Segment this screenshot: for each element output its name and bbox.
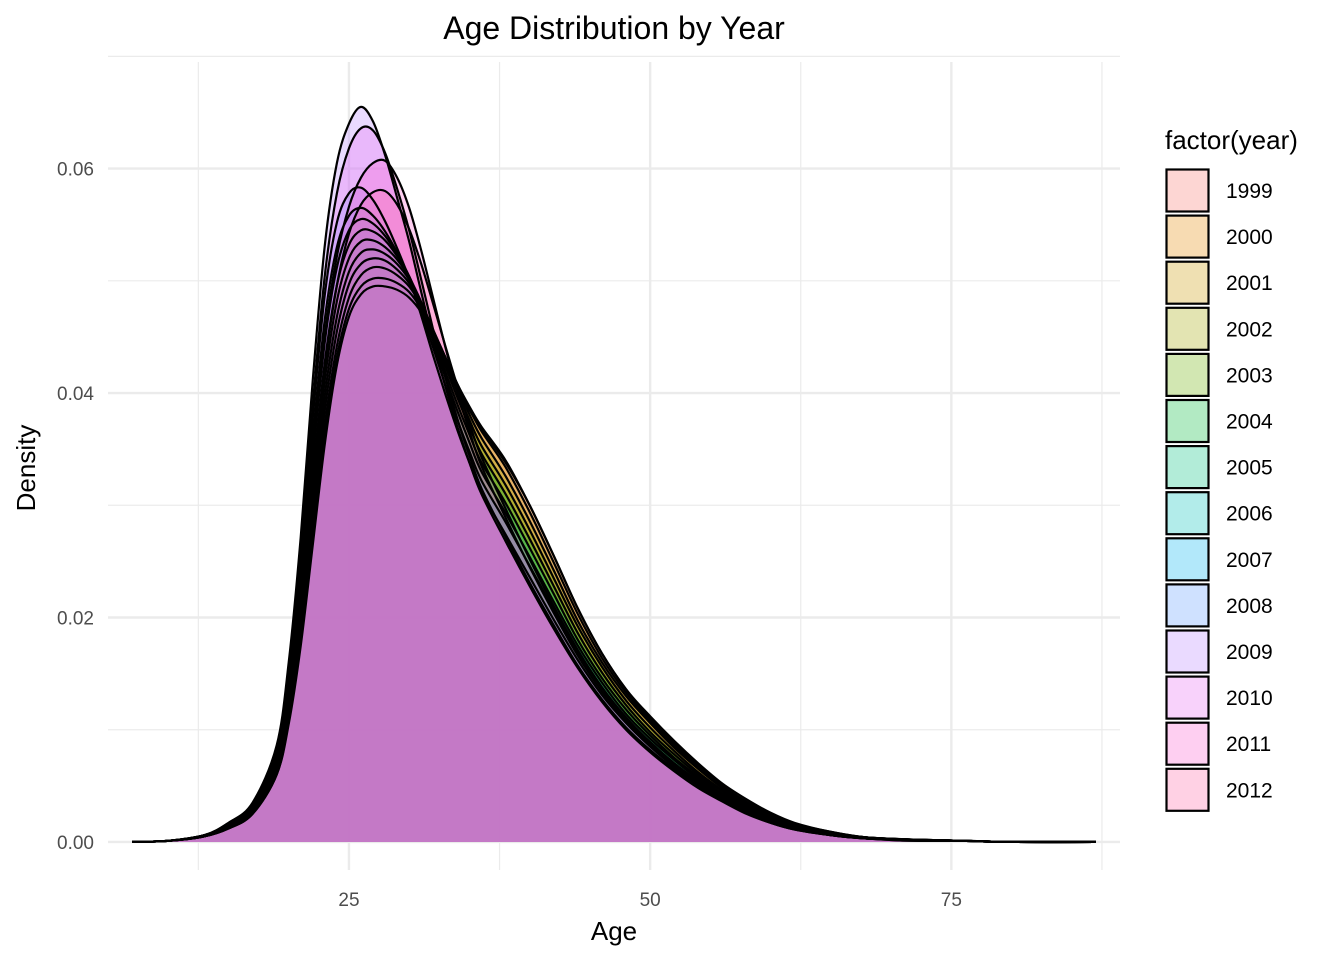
- legend-key-bg-2011: [1166, 722, 1209, 765]
- chart-title: Age Distribution by Year: [443, 10, 785, 46]
- legend-swatch-2001: [1165, 260, 1210, 305]
- density-area-2005: [132, 229, 1096, 843]
- density-area-1999: [132, 285, 1096, 843]
- legend-label-2012: 2012: [1226, 779, 1273, 802]
- x-axis-title: Age: [591, 916, 637, 946]
- legend-key-bg-2002: [1166, 307, 1209, 350]
- legend-key-bg-2012: [1166, 768, 1209, 811]
- legend-label-2000: 2000: [1226, 226, 1273, 249]
- legend-label-2006: 2006: [1226, 503, 1273, 526]
- legend-swatch-2005: [1165, 445, 1210, 490]
- legend-swatch-2003: [1165, 352, 1210, 397]
- legend-key-bg-2009: [1166, 630, 1209, 673]
- legend-key-bg-2001: [1166, 261, 1209, 304]
- density-area-2006: [132, 218, 1096, 843]
- legend-label-2011: 2011: [1226, 733, 1271, 756]
- legend-swatch-2012: [1165, 767, 1210, 812]
- density-area-2012: [132, 189, 1096, 843]
- legend-key-bg-2004: [1166, 400, 1209, 442]
- density-area-2001: [132, 266, 1096, 843]
- density-area-2002: [132, 258, 1096, 843]
- legend-label-2007: 2007: [1226, 549, 1273, 572]
- legend-swatch-2004: [1165, 398, 1210, 444]
- x-tick-label-2: 75: [941, 890, 962, 911]
- density-areas: [132, 106, 1096, 843]
- legend: factor(year) 1999 2000 2001 2002 2003 2004 200…: [1165, 125, 1298, 812]
- legend-label-2004: 2004: [1226, 411, 1273, 434]
- density-area-2008: [132, 187, 1096, 843]
- legend-label-2009: 2009: [1226, 641, 1273, 664]
- legend-swatch-2010: [1165, 675, 1210, 720]
- x-tick-label-1: 50: [640, 890, 661, 911]
- density-area-2004: [132, 239, 1096, 843]
- density-area-2007: [132, 207, 1096, 843]
- density-outlines: [132, 105, 1096, 844]
- y-tick-label-1: 0.02: [57, 609, 94, 630]
- legend-swatch-2002: [1165, 306, 1210, 351]
- legend-swatch-2009: [1165, 629, 1210, 674]
- legend-label-1999: 1999: [1226, 180, 1273, 203]
- legend-key-bg-2007: [1166, 538, 1209, 581]
- legend-key-bg-2005: [1166, 446, 1209, 489]
- legend-label-2002: 2002: [1226, 318, 1273, 341]
- density-area-2000: [132, 277, 1096, 843]
- density-area-2010: [132, 126, 1096, 843]
- legend-swatch-2000: [1165, 214, 1210, 259]
- legend-title: factor(year): [1165, 125, 1298, 155]
- density-line-2012: [132, 188, 1096, 844]
- legend-swatch-2008: [1165, 583, 1210, 628]
- legend-label-2005: 2005: [1226, 457, 1273, 480]
- y-axis-ticks: 0.00 0.02 0.04 0.06: [57, 160, 94, 854]
- legend-label-2010: 2010: [1226, 687, 1273, 710]
- legend-key-bg-2010: [1166, 676, 1209, 719]
- legend-key-bg-2006: [1166, 492, 1209, 535]
- density-area-2011: [132, 159, 1096, 843]
- legend-key-bg-2000: [1166, 215, 1209, 258]
- grid: [108, 55, 1120, 870]
- legend-swatch-2007: [1165, 537, 1210, 582]
- density-area-2003: [132, 249, 1096, 843]
- legend-label-2001: 2001: [1226, 272, 1273, 295]
- x-tick-label-0: 25: [338, 890, 359, 911]
- legend-key-bg-2008: [1166, 584, 1209, 627]
- density-line-2010: [132, 125, 1096, 844]
- x-axis-ticks: 25 50 75: [338, 890, 962, 911]
- legend-swatch-1999: [1165, 168, 1210, 213]
- y-tick-label-0: 0.00: [57, 833, 94, 854]
- y-tick-label-3: 0.06: [57, 160, 94, 181]
- density-area-2009: [132, 106, 1096, 843]
- legend-swatch-2011: [1165, 721, 1210, 766]
- y-tick-label-2: 0.04: [57, 384, 94, 405]
- legend-swatch-2006: [1165, 491, 1210, 536]
- legend-key-bg-2003: [1166, 353, 1209, 396]
- legend-key-bg-1999: [1166, 169, 1209, 212]
- legend-label-2003: 2003: [1226, 364, 1273, 387]
- y-axis-title: Density: [11, 425, 41, 512]
- legend-label-2008: 2008: [1226, 595, 1273, 618]
